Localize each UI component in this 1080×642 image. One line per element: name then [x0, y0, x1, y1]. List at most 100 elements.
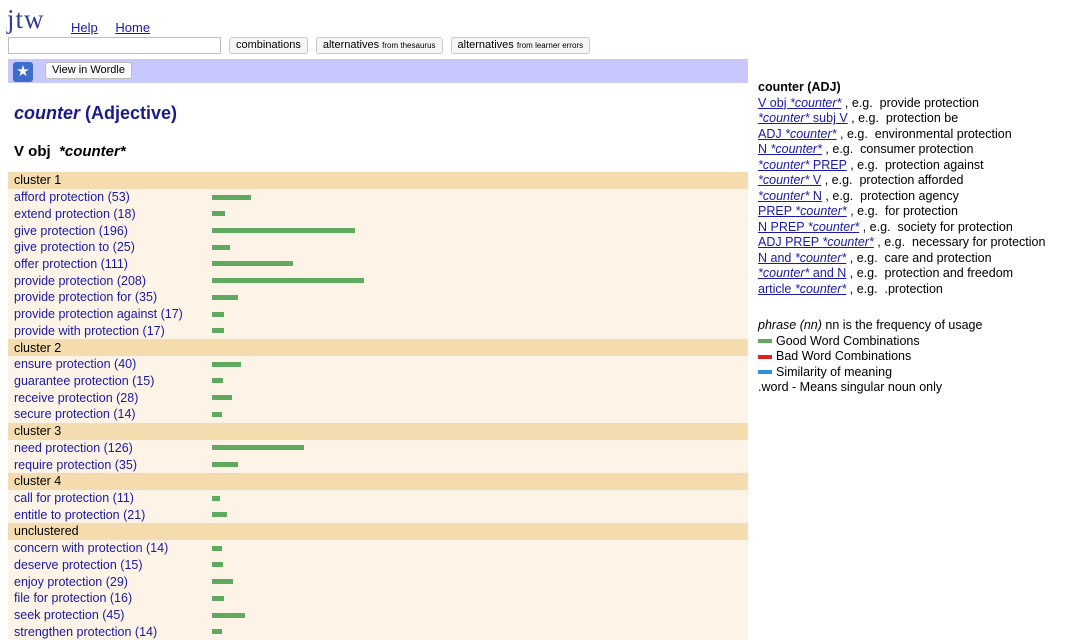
table-row: entitle to protection (21): [8, 506, 748, 524]
combination-link[interactable]: provide protection for (35): [14, 290, 158, 305]
pattern-link[interactable]: article *counter*: [758, 281, 847, 296]
table-row: need protection (126): [8, 439, 748, 457]
combination-link[interactable]: seek protection (45): [14, 608, 125, 623]
title-word: counter: [14, 103, 81, 123]
pattern-link[interactable]: *counter* N: [758, 188, 822, 203]
good-swatch: [758, 339, 772, 344]
pattern-link[interactable]: N PREP *counter*: [758, 219, 860, 234]
legend: phrase (nn) nn is the frequency of usage…: [758, 318, 982, 396]
table-row: call for protection (11): [8, 489, 748, 507]
combination-link[interactable]: afford protection (53): [14, 190, 130, 205]
table-row: give protection (196): [8, 222, 748, 239]
pattern-item: N and *counter* , e.g. care and protecti…: [758, 251, 1045, 267]
combination-link[interactable]: concern with protection (14): [14, 541, 169, 556]
legend-bad-label: Bad Word Combinations: [776, 349, 912, 364]
alternatives-label: alternatives: [322, 39, 380, 51]
combination-link[interactable]: entitle to protection (21): [14, 507, 146, 522]
combination-link[interactable]: provide with protection (17): [14, 323, 165, 338]
frequency-bar: [212, 595, 224, 601]
star-icon[interactable]: ★: [13, 62, 33, 82]
pattern-link[interactable]: V obj *counter*: [758, 95, 842, 110]
help-link[interactable]: Help: [71, 20, 98, 35]
pattern-example: , e.g. protection and freedom: [849, 266, 1014, 280]
pattern-item: *counter* N , e.g. protection agency: [758, 189, 1045, 205]
table-row: deserve protection (15): [8, 556, 748, 574]
title-pos: (Adjective): [85, 103, 178, 123]
search-input[interactable]: [8, 37, 221, 54]
combination-link[interactable]: secure protection (14): [14, 407, 136, 422]
alternatives-thesaurus-button[interactable]: alternatives from thesaurus: [315, 37, 443, 54]
combination-link[interactable]: enjoy protection (29): [14, 574, 128, 589]
table-row: concern with protection (14): [8, 539, 748, 557]
combination-link[interactable]: require protection (35): [14, 457, 137, 472]
combination-link[interactable]: strengthen protection (14): [14, 624, 158, 639]
table-row: seek protection (45): [8, 606, 748, 624]
pattern-link[interactable]: N *counter*: [758, 142, 822, 156]
table-row: offer protection (111): [8, 255, 748, 273]
pattern-link[interactable]: *counter* and N: [758, 266, 847, 280]
combination-link[interactable]: file for protection (16): [14, 591, 133, 606]
jtw-logo[interactable]: jtw: [7, 4, 45, 34]
section-heading: V obj *counter*: [14, 143, 126, 160]
pattern-link[interactable]: *counter* V: [758, 173, 822, 187]
frequency-bar: [212, 361, 241, 367]
combination-link[interactable]: receive protection (28): [14, 390, 139, 405]
pattern-example: , e.g. protection afforded: [824, 173, 964, 187]
pattern-link[interactable]: N and *counter*: [758, 250, 847, 265]
legend-similarity-label: Similarity of meaning: [776, 364, 893, 379]
cluster-header: unclustered: [8, 523, 748, 540]
combination-link[interactable]: provide protection (208): [14, 273, 147, 288]
combination-link[interactable]: deserve protection (15): [14, 557, 143, 572]
pattern-example: , e.g. protection agency: [825, 188, 959, 203]
pattern-example: , e.g. for protection: [850, 204, 958, 218]
page-title: counter (Adjective): [14, 103, 177, 124]
combination-link[interactable]: guarantee protection (15): [14, 373, 155, 388]
table-row: give protection to (25): [8, 238, 748, 256]
combination-link[interactable]: give protection (196): [14, 223, 128, 238]
pattern-example: , e.g. care and protection: [849, 250, 992, 265]
combination-link[interactable]: provide protection against (17): [14, 307, 183, 322]
similarity-swatch: [758, 370, 772, 375]
cluster-header: cluster 3: [8, 422, 748, 440]
combination-link[interactable]: call for protection (11): [14, 491, 134, 506]
frequency-bar: [212, 395, 232, 401]
frequency-bar: [212, 512, 227, 518]
frequency-bar: [212, 194, 251, 200]
pattern-link[interactable]: *counter* subj V: [758, 111, 848, 125]
combination-link[interactable]: ensure protection (40): [14, 357, 137, 372]
alternatives-label: alternatives: [457, 39, 514, 51]
cluster-header: cluster 1: [8, 172, 748, 189]
pattern-sidebar: counter (ADJ) V obj *counter* , e.g. pro…: [758, 80, 1045, 297]
pattern-item: *counter* PREP , e.g. protection against: [758, 158, 1045, 174]
pattern-link[interactable]: ADJ PREP *counter*: [758, 235, 874, 249]
pattern-link[interactable]: ADJ *counter*: [758, 126, 837, 141]
frequency-bar: [212, 545, 222, 551]
table-row: afford protection (53): [8, 188, 748, 206]
legend-phrase-row: phrase (nn) nn is the frequency of usage: [758, 318, 982, 334]
view-in-wordle-button[interactable]: View in Wordle: [45, 62, 132, 79]
pattern-example: , e.g. protection be: [851, 111, 959, 125]
pattern-item: PREP *counter* , e.g. for protection: [758, 204, 1045, 220]
combination-link[interactable]: give protection to (25): [14, 240, 135, 255]
home-link[interactable]: Home: [115, 20, 151, 35]
table-row: require protection (35): [8, 456, 748, 473]
legend-good: Good Word Combinations: [758, 334, 982, 350]
frequency-bar: [212, 495, 220, 501]
table-row: secure protection (14): [8, 406, 748, 423]
combination-link[interactable]: offer protection (111): [14, 256, 128, 271]
frequency-bar: [212, 562, 223, 568]
pattern-example: , e.g. protection against: [850, 157, 984, 172]
pattern-link[interactable]: PREP *counter*: [758, 204, 847, 218]
combination-link[interactable]: extend protection (18): [14, 206, 136, 221]
alternatives-sub: from thesaurus: [382, 41, 436, 50]
table-row: provide protection (208): [8, 272, 748, 290]
legend-similarity: Similarity of meaning: [758, 365, 982, 381]
section-word: *counter*: [59, 143, 126, 160]
pattern-item: article *counter* , e.g. .protection: [758, 282, 1045, 298]
combinations-button[interactable]: combinations: [229, 37, 308, 54]
alternatives-errors-button[interactable]: alternatives from learner errors: [450, 37, 591, 54]
table-row: provide protection for (35): [8, 289, 748, 306]
table-row: provide protection against (17): [8, 305, 748, 323]
pattern-link[interactable]: *counter* PREP: [758, 157, 847, 172]
combination-link[interactable]: need protection (126): [14, 440, 133, 455]
